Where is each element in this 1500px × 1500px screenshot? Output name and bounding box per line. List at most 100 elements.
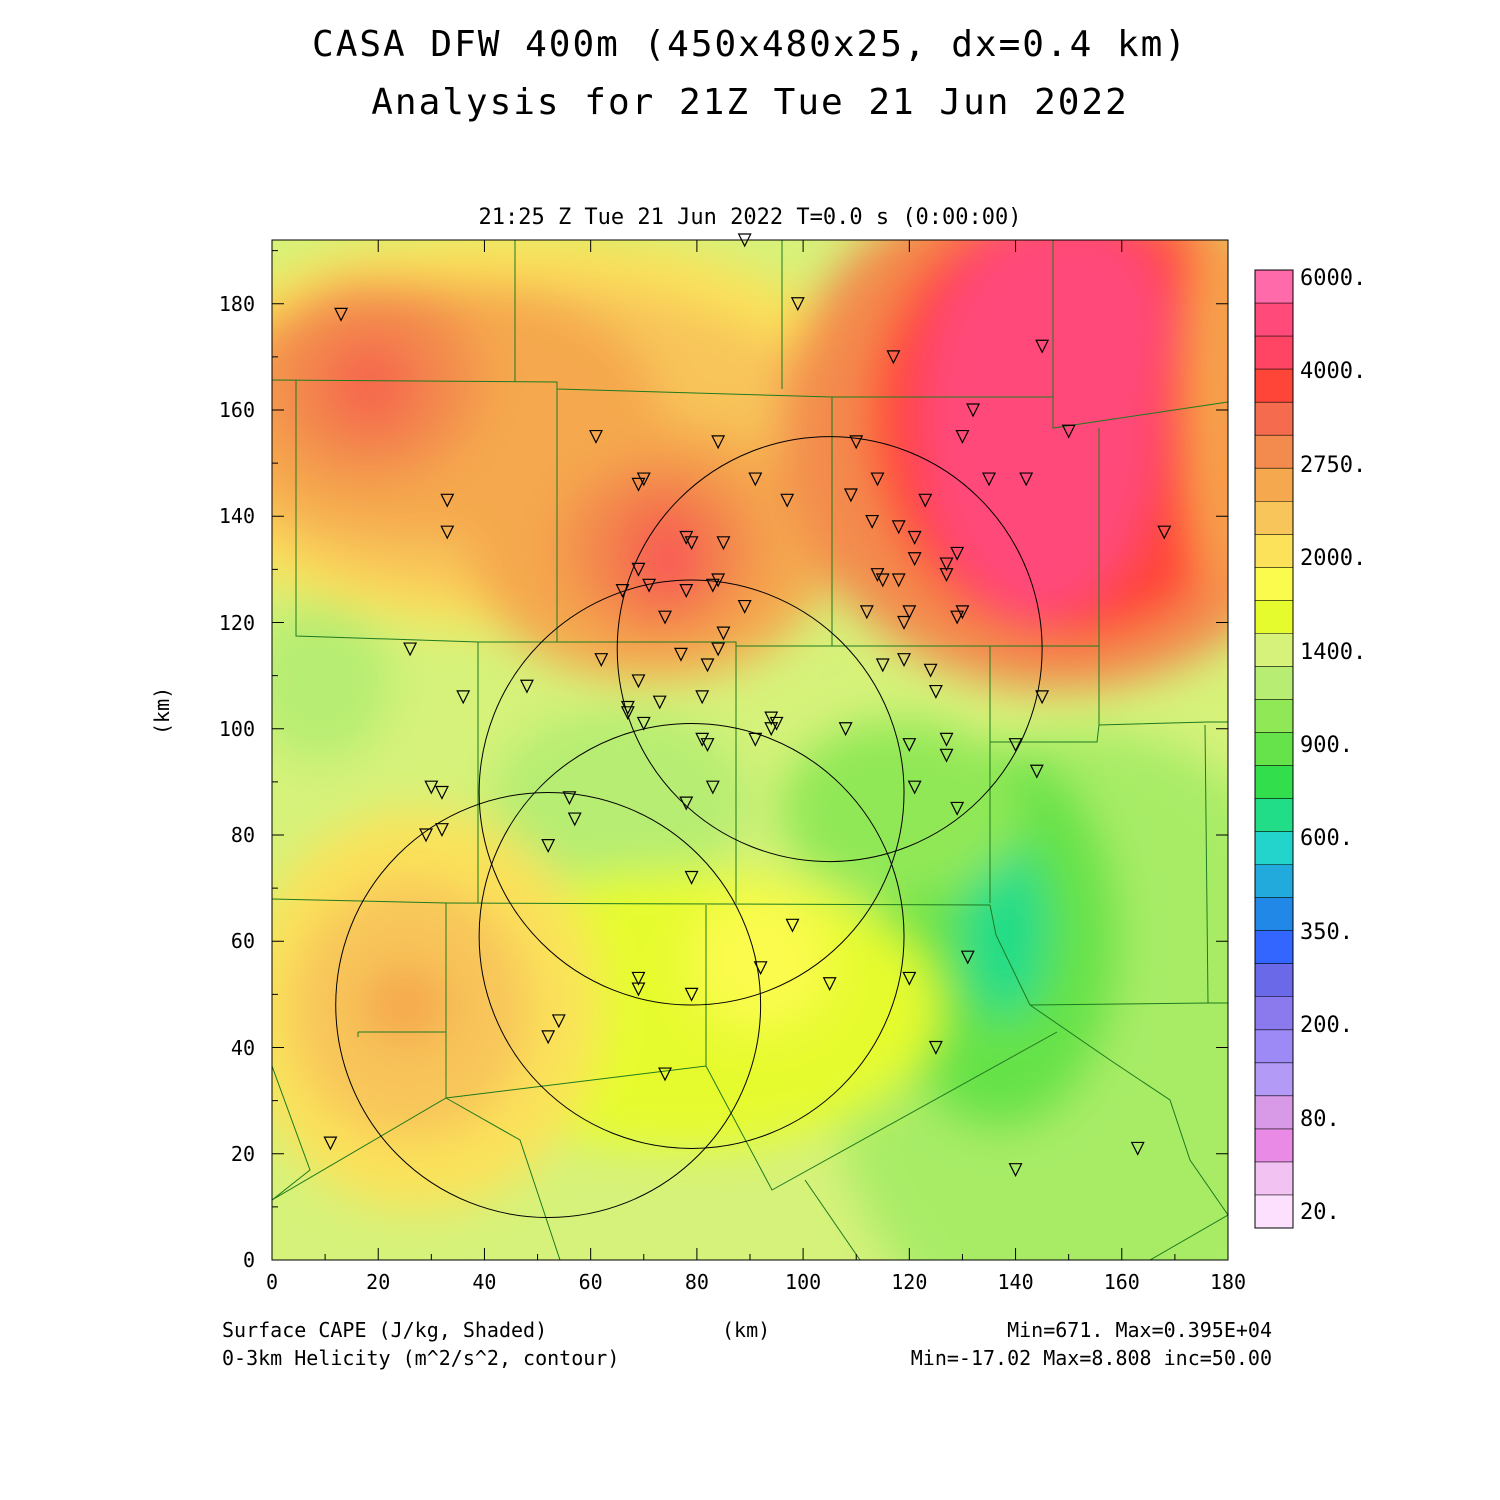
station-marker-icon <box>790 297 805 312</box>
station-marker-icon <box>658 1067 672 1082</box>
y-tick-label: 160 <box>218 398 255 422</box>
station-marker-icon <box>753 961 768 976</box>
colorbar-swatch <box>1255 534 1293 568</box>
station-markers <box>323 233 1172 1178</box>
colorbar-label: 350. <box>1300 919 1353 945</box>
radar-ring-4 <box>616 436 1043 863</box>
station-marker-icon <box>334 307 349 322</box>
colorbar-swatch <box>1255 1194 1293 1229</box>
title-line-1: CASA DFW 400m (450x480x25, dx=0.4 km) <box>312 24 1188 65</box>
station-marker-icon <box>403 642 418 657</box>
station-marker-icon <box>631 674 646 689</box>
station-marker-icon <box>955 605 970 620</box>
station-marker-icon <box>594 653 609 668</box>
station-marker-icon <box>440 493 455 508</box>
station-marker-icon <box>424 780 439 795</box>
station-marker-icon <box>551 1014 566 1029</box>
station-marker-icon <box>716 626 731 641</box>
station-marker-icon <box>769 716 784 731</box>
colorbar-swatch <box>1255 1029 1293 1064</box>
colorbar-swatch <box>1255 963 1293 998</box>
station-marker-icon <box>939 568 954 583</box>
station-marker-icon <box>1019 472 1034 487</box>
x-axis-unit: (km) <box>722 1318 771 1342</box>
station-marker-icon <box>902 971 917 986</box>
colorbar-swatch <box>1255 435 1293 469</box>
colorbar-swatch <box>1255 567 1293 601</box>
x-tick-label: 60 <box>578 1270 603 1294</box>
station-marker-icon <box>928 684 943 699</box>
station-marker-icon <box>658 610 672 625</box>
station-marker-icon <box>1061 424 1076 439</box>
y-tick-label: 20 <box>230 1141 255 1166</box>
station-marker-icon <box>519 679 534 694</box>
colorbar-swatch <box>1255 501 1293 535</box>
station-marker-icon <box>1035 339 1050 354</box>
station-marker-icon <box>679 530 694 545</box>
colorbar-swatch <box>1255 633 1293 667</box>
colorbar-swatch <box>1255 699 1293 733</box>
station-marker-icon <box>562 791 577 806</box>
colorbar-swatch <box>1255 270 1293 304</box>
station-marker-icon <box>679 796 694 811</box>
cape-shading <box>272 240 1228 1260</box>
footer-field-1: Surface CAPE (J/kg, Shaded) <box>222 1318 548 1342</box>
station-marker-icon <box>875 658 890 673</box>
station-marker-icon <box>737 599 752 614</box>
station-marker-icon <box>950 801 965 816</box>
station-marker-icon <box>705 780 720 795</box>
radar-ring-1 <box>335 792 762 1218</box>
station-marker-icon <box>748 472 763 487</box>
colorbar-label: 80. <box>1300 1106 1340 1132</box>
station-marker-icon <box>700 738 715 753</box>
x-tick-label: 120 <box>891 1270 928 1294</box>
station-marker-icon <box>838 722 853 737</box>
station-marker-icon <box>323 1136 338 1151</box>
station-marker-icon <box>1029 764 1044 779</box>
station-marker-icon <box>907 780 922 795</box>
station-marker-icon <box>950 610 965 625</box>
y-tick-label: 120 <box>218 610 255 635</box>
y-tick-label: 140 <box>218 504 255 529</box>
x-tick-label: 0 <box>265 1270 279 1294</box>
county-boundaries <box>272 240 1228 1260</box>
station-marker-icon <box>865 514 880 529</box>
station-marker-icon <box>918 493 933 508</box>
radar-range-rings <box>335 436 1043 1218</box>
station-marker-icon <box>923 663 938 678</box>
station-marker-icon <box>886 350 901 365</box>
station-marker-icon <box>567 812 582 827</box>
station-marker-icon <box>1035 690 1050 705</box>
station-marker-icon <box>589 429 603 444</box>
colorbar-swatch <box>1255 666 1293 700</box>
y-tick-label: 80 <box>230 823 255 847</box>
radar-ring-2 <box>478 722 905 1149</box>
colorbar-swatch <box>1255 336 1293 370</box>
station-marker-icon <box>870 472 885 487</box>
colorbar-swatch <box>1255 897 1293 932</box>
x-tick-label: 100 <box>785 1270 822 1294</box>
station-marker-icon <box>939 748 954 763</box>
station-marker-icon <box>982 472 996 487</box>
x-tick-label: 140 <box>997 1270 1034 1294</box>
colorbar-swatch <box>1255 996 1293 1031</box>
station-marker-icon <box>1008 738 1023 753</box>
station-marker-icon <box>711 435 726 450</box>
x-tick-label: 20 <box>366 1270 391 1294</box>
station-marker-icon <box>1008 1163 1023 1178</box>
y-tick-label: 100 <box>218 716 255 741</box>
colorbar-swatch <box>1255 303 1293 337</box>
station-marker-icon <box>785 918 800 933</box>
colorbar-swatch <box>1255 765 1293 800</box>
station-marker-icon <box>615 584 630 598</box>
title-line-2: Analysis for 21Z Tue 21 Jun 2022 <box>371 82 1129 123</box>
y-axis-unit: (km) <box>150 686 174 735</box>
footer-range-2: Min=-17.02 Max=8.808 inc=50.00 <box>910 1346 1272 1370</box>
station-marker-icon <box>620 706 635 721</box>
station-marker-icon <box>891 520 906 535</box>
station-marker-icon <box>695 732 710 747</box>
station-marker-icon <box>870 568 885 583</box>
station-marker-icon <box>695 690 710 705</box>
station-marker-icon <box>684 536 699 551</box>
station-marker-icon <box>891 573 906 588</box>
